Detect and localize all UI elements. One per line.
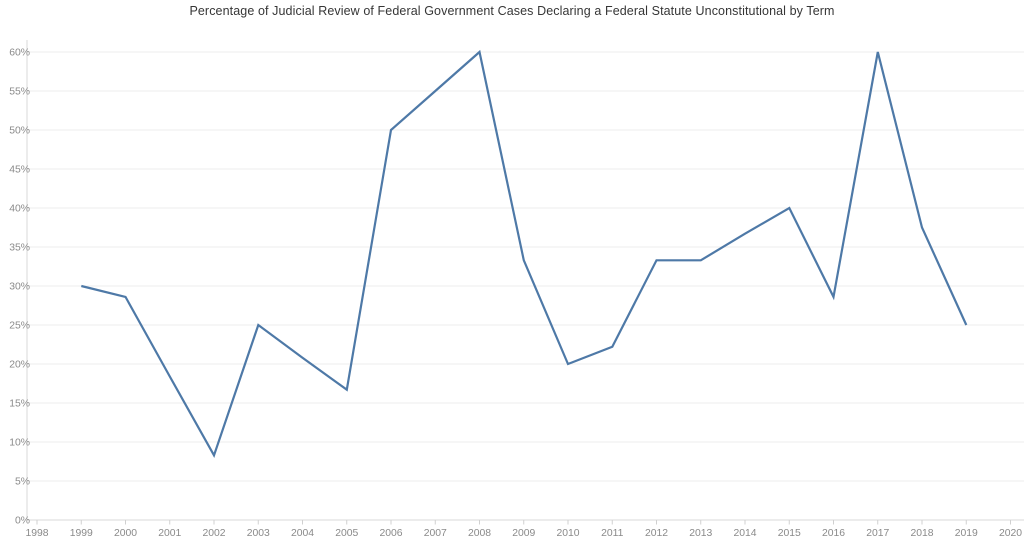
x-tick-label: 2009 xyxy=(512,528,535,539)
x-tick-label: 2005 xyxy=(335,528,358,539)
y-tick-label: 0% xyxy=(15,516,30,527)
x-tick-label: 2008 xyxy=(468,528,491,539)
x-tick-label: 2015 xyxy=(778,528,801,539)
x-tick-label: 2011 xyxy=(601,528,624,539)
y-tick-label: 45% xyxy=(9,165,30,176)
x-tick-label: 2007 xyxy=(424,528,447,539)
y-tick-label: 30% xyxy=(9,282,30,293)
x-tick-label: 2016 xyxy=(822,528,845,539)
series-line xyxy=(81,49,968,458)
y-tick-label: 5% xyxy=(15,477,30,488)
x-tick-label: 1999 xyxy=(70,528,93,539)
x-tick-label: 1998 xyxy=(25,528,48,539)
x-tick-label: 2001 xyxy=(158,528,181,539)
chart-title: Percentage of Judicial Review of Federal… xyxy=(189,4,835,18)
y-tick-label: 25% xyxy=(9,321,30,332)
x-tick-label: 2003 xyxy=(247,528,270,539)
y-tick-label: 40% xyxy=(9,204,30,215)
x-tick-label: 2018 xyxy=(910,528,933,539)
x-tick-label: 2019 xyxy=(955,528,978,539)
x-tick-label: 2014 xyxy=(733,528,756,539)
x-tick-label: 2000 xyxy=(114,528,137,539)
x-tick-label: 2002 xyxy=(202,528,225,539)
y-tick-label: 60% xyxy=(9,48,30,59)
y-tick-label: 55% xyxy=(9,87,30,98)
x-tick-label: 2020 xyxy=(999,528,1022,539)
x-tick-label: 2010 xyxy=(556,528,579,539)
x-tick-label: 2004 xyxy=(291,528,314,539)
y-tick-label: 50% xyxy=(9,126,30,137)
x-tick-label: 2017 xyxy=(866,528,889,539)
y-tick-label: 15% xyxy=(9,399,30,410)
x-tick-label: 2012 xyxy=(645,528,668,539)
x-tick-label: 2013 xyxy=(689,528,712,539)
y-tick-label: 20% xyxy=(9,360,30,371)
y-tick-label: 10% xyxy=(9,438,30,449)
y-tick-label: 35% xyxy=(9,243,30,254)
x-tick-label: 2006 xyxy=(379,528,402,539)
